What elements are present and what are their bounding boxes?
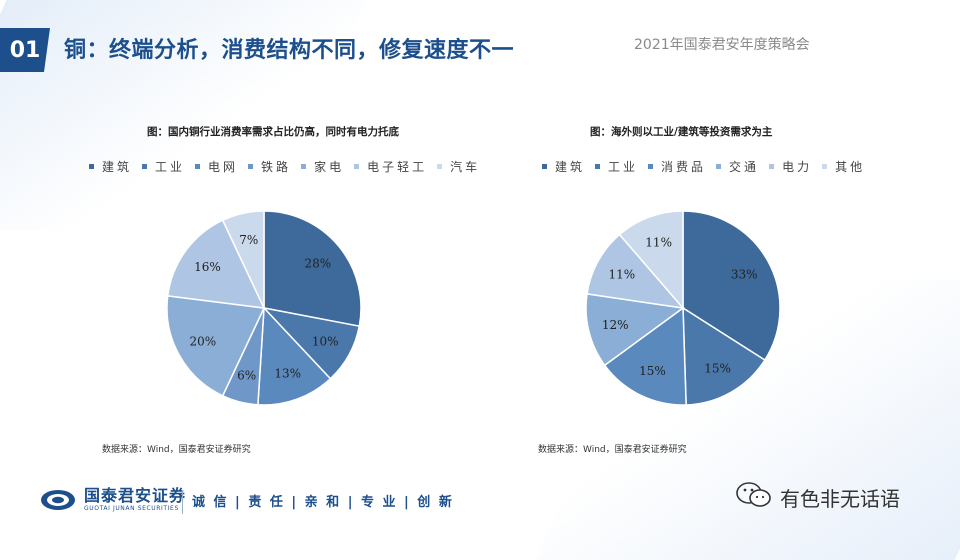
legend-swatch [648,164,654,169]
company-logo: 国泰君安证券 GUOTAI JUNAN SECURITIES [40,487,186,513]
legend-swatch [301,164,307,169]
left-pie-chart: 28% 10% 13% 6% 20% 16% 7% [166,210,362,406]
logo-emblem-icon [40,489,76,511]
legend-swatch [769,164,775,169]
pie-data-label: 12% [602,318,629,332]
pie-slice-消费品 [603,306,687,406]
pie-data-label: 33% [731,267,758,281]
legend-swatch [248,164,254,169]
pie-data-label: 15% [704,362,731,376]
pie-data-label: 10% [312,335,339,349]
pie-data-label: 13% [274,367,301,381]
legend-item: 铁路 [248,158,291,175]
legend-label: 电子轻工 [367,160,428,174]
legend-label: 电网 [208,160,239,174]
legend-item: 其他 [822,158,865,175]
legend-label: 工业 [608,160,639,174]
pie-slice-电子轻工 [166,219,266,309]
pie-slice-建筑 [263,210,362,328]
pie-data-label: 15% [639,364,666,378]
legend-item: 消费品 [648,158,706,175]
section-number-badge: 01 [0,28,50,72]
legend-label: 电力 [782,160,813,174]
wechat-icon [734,480,774,515]
pie-data-label: 16% [194,260,221,274]
left-chart-title: 图：国内铜行业消费率需求占比仍高，同时有电力托底 [147,126,399,138]
pie-slice-电网 [257,306,332,406]
pie-slice-汽车 [221,210,265,309]
legend-swatch [595,164,601,169]
right-chart-source: 数据来源：Wind，国泰君安证券研究 [538,445,687,455]
legend-item: 工业 [142,158,185,175]
footer-divider [182,490,183,514]
watermark: 有色非无话语 [734,480,900,515]
left-chart-source: 数据来源：Wind，国泰君安证券研究 [102,445,251,455]
legend-item: 工业 [595,158,638,175]
legend-swatch [89,164,94,169]
pie-data-label: 20% [189,335,216,349]
legend-swatch [195,164,201,169]
pie-slice-其他 [618,210,684,311]
right-chart-legend: 建筑 工业 消费品 交通 电力 其他 [542,158,865,175]
pie-data-label: 11% [608,267,635,281]
legend-label: 铁路 [261,160,292,174]
legend-label: 家电 [314,160,345,174]
logo-english-name: GUOTAI JUNAN SECURITIES [84,505,179,512]
legend-swatch [542,164,547,169]
pie-data-label: 28% [304,256,331,270]
pie-slice-工业 [682,306,766,406]
legend-swatch [142,164,148,169]
pie-slice-电力 [586,233,685,310]
legend-label: 交通 [729,160,760,174]
watermark-text: 有色非无话语 [780,487,900,511]
legend-item: 电网 [195,158,238,175]
legend-item: 建筑 [542,158,585,175]
legend-item: 交通 [716,158,759,175]
legend-swatch [354,164,360,169]
legend-label: 工业 [155,160,186,174]
legend-item: 电力 [769,158,812,175]
conference-label: 2021年国泰君安年度策略会 [634,37,810,53]
page-title: 铜：终端分析，消费结构不同，修复速度不一 [64,38,515,63]
right-pie-chart: 33% 15% 15% 12% 11% 11% [585,210,781,406]
legend-swatch [822,164,828,169]
legend-item: 汽车 [437,158,480,175]
legend-swatch [716,164,722,169]
logo-chinese-name: 国泰君安证券 [84,486,187,505]
right-chart-title: 图：海外则以工业/建筑等投资需求为主 [590,126,773,138]
legend-label: 建筑 [102,160,133,174]
legend-item: 家电 [301,158,344,175]
legend-label: 消费品 [661,160,707,174]
legend-label: 建筑 [555,160,586,174]
pie-slice-家电 [166,295,266,397]
pie-data-label: 11% [645,236,672,250]
legend-label: 汽车 [450,160,481,174]
pie-data-label: 6% [237,369,256,383]
pie-data-label: 7% [239,233,258,247]
left-chart-legend: 建筑 工业 电网 铁路 家电 电子轻工 汽车 [89,158,480,175]
legend-label: 其他 [835,160,866,174]
legend-item: 建筑 [89,158,132,175]
legend-item: 电子轻工 [354,158,427,175]
pie-slice-交通 [585,293,685,367]
legend-swatch [437,164,443,169]
footer-slogan: 诚 信 | 责 任 | 亲 和 | 专 业 | 创 新 [192,495,454,510]
